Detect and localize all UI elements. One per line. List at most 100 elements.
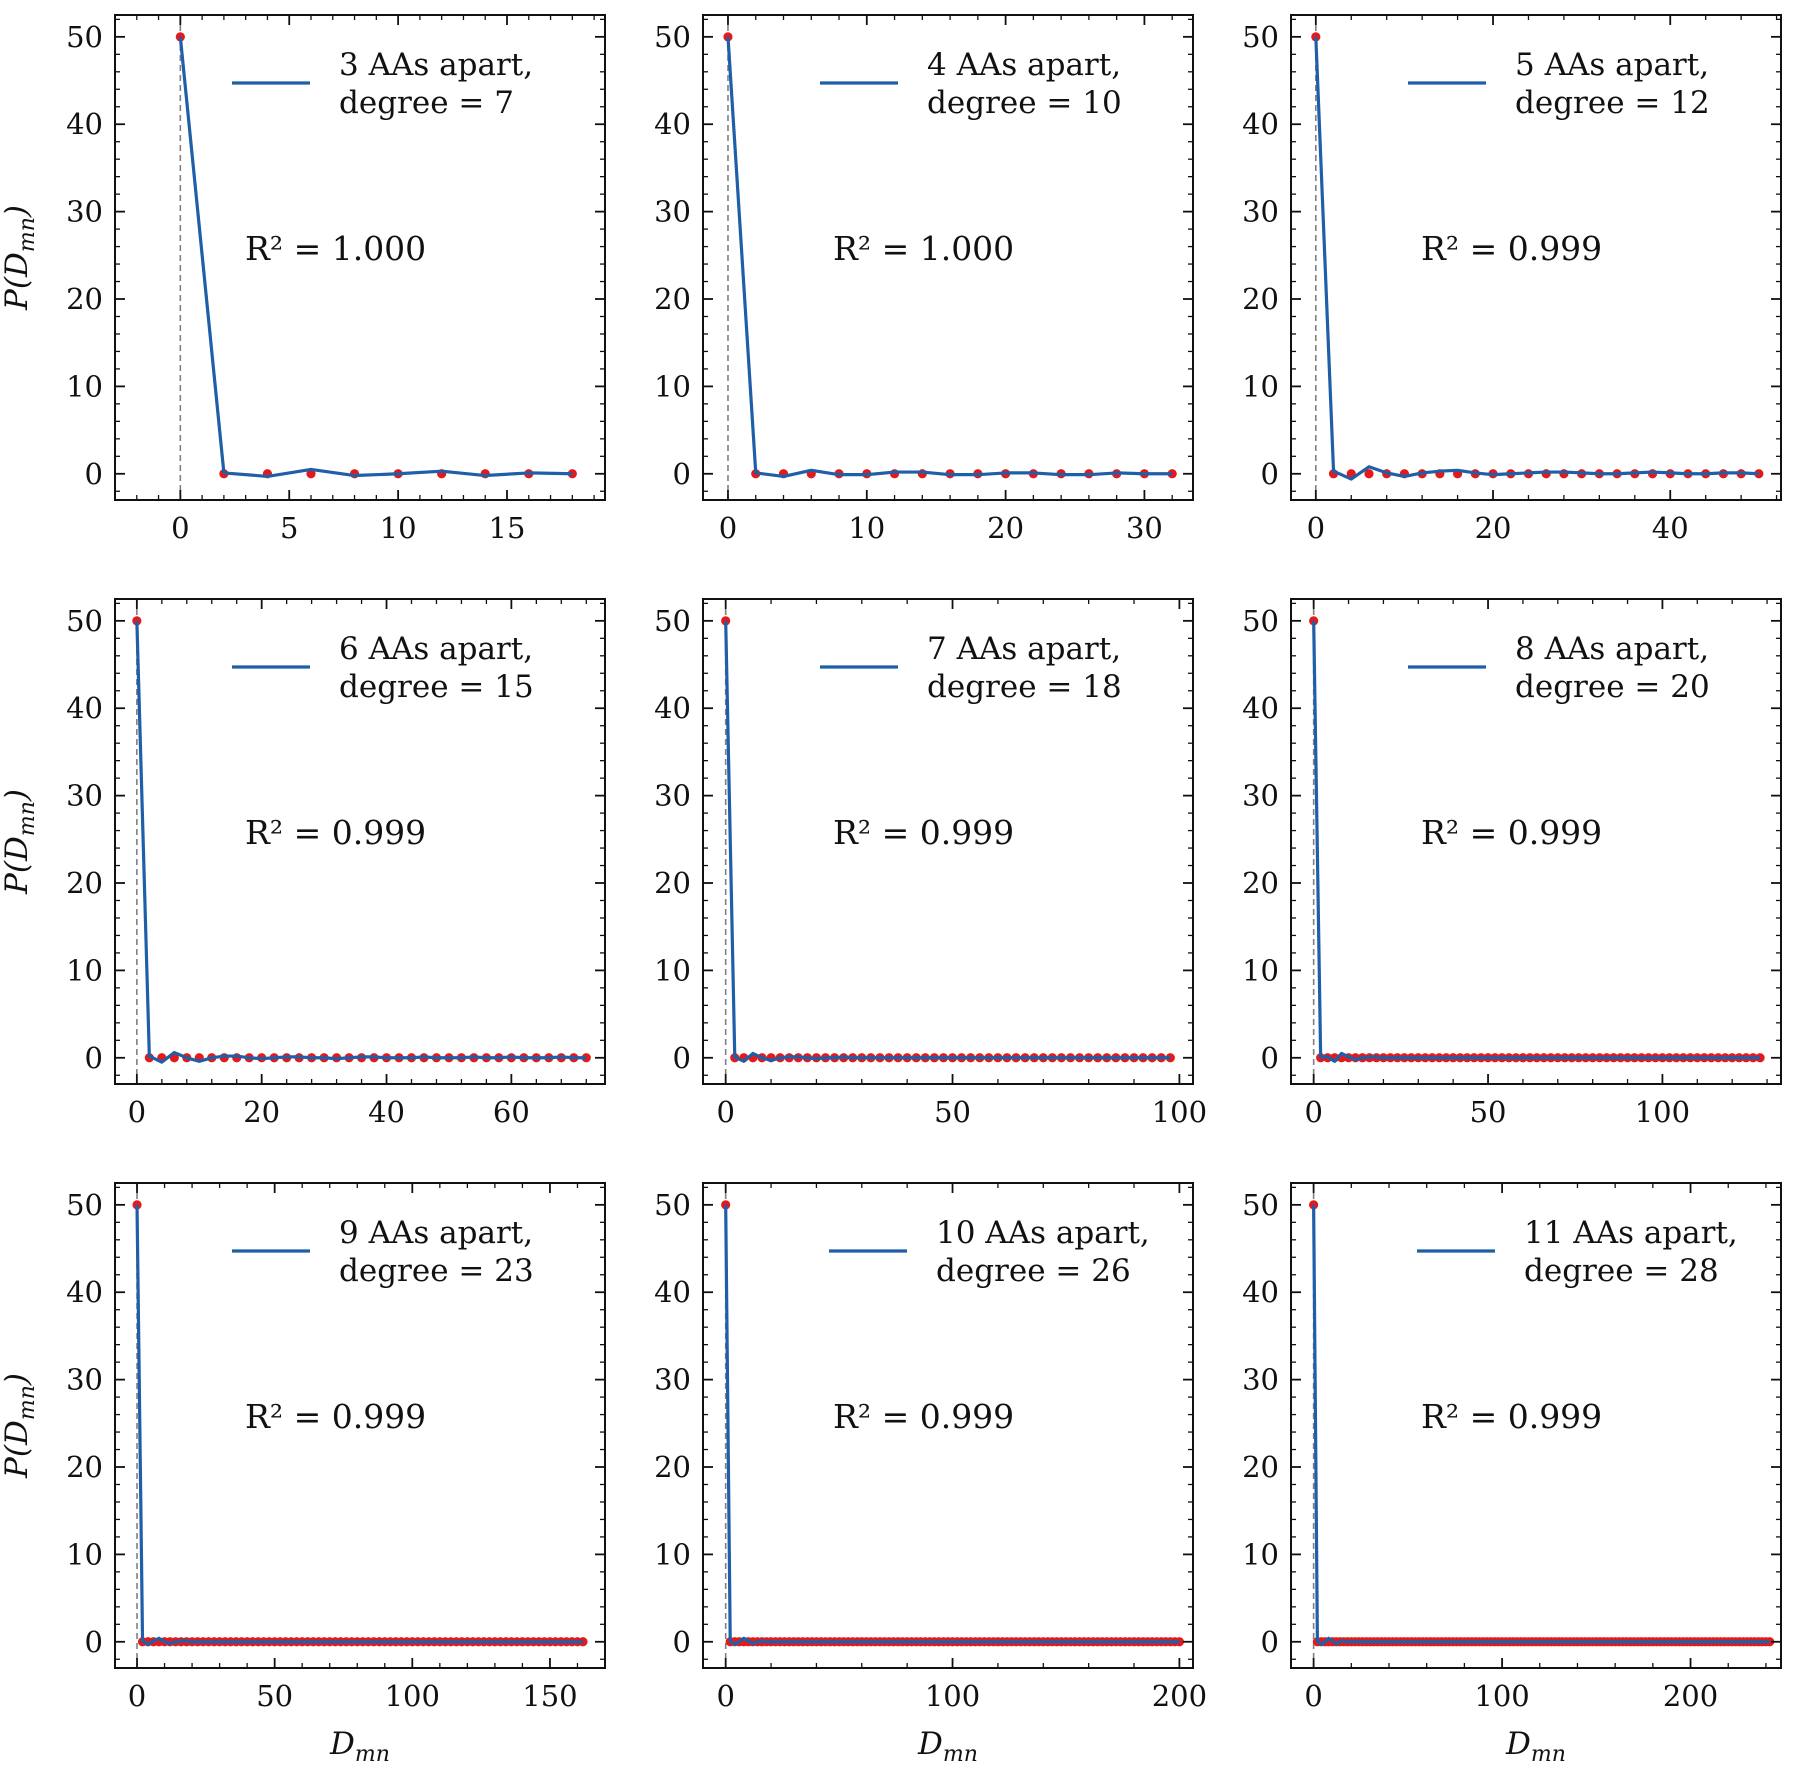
x-axis-label: Dmn: [1505, 1726, 1566, 1767]
legend: 6 AAs apart,degree = 15: [232, 631, 534, 705]
panel-5: 0 10 20 30 40 50 0 50 100 7 AAs apart,degree = 18…: [654, 598, 1207, 1129]
legend-label-line1: 6 AAs apart,: [339, 631, 533, 667]
y-tick-label: 40: [654, 691, 691, 725]
legend-label-line2: degree = 15: [339, 669, 534, 705]
y-tick-label: 10: [1242, 1537, 1279, 1571]
x-tick-label: 100: [1152, 1095, 1207, 1129]
y-tick-label: 30: [654, 1363, 691, 1397]
r-squared-annotation: R² = 1.000: [245, 229, 426, 268]
r-squared-annotation: R² = 0.999: [833, 813, 1014, 852]
data-point: [175, 32, 185, 42]
fit-line: [1312, 1204, 1770, 1647]
fit-line: [135, 620, 587, 1064]
x-tick-label: 10: [848, 511, 885, 545]
legend: 7 AAs apart,degree = 18: [820, 631, 1122, 705]
x-tick-label: 0: [128, 1095, 146, 1129]
legend: 9 AAs apart,degree = 23: [232, 1215, 534, 1289]
y-tick-label: 50: [66, 1188, 103, 1222]
legend: 8 AAs apart,degree = 20: [1408, 631, 1710, 705]
x-tick-label: 0: [171, 511, 189, 545]
axes-frame: [1290, 1182, 1782, 1669]
y-tick-label: 30: [66, 195, 103, 229]
data-point: [1311, 32, 1321, 42]
r-squared-annotation: R² = 0.999: [1421, 813, 1602, 852]
axes-frame: [702, 1182, 1194, 1669]
r-squared-annotation: R² = 0.999: [1421, 229, 1602, 268]
axes-frame: [114, 14, 606, 501]
legend-label-line1: 11 AAs apart,: [1524, 1215, 1738, 1251]
legend-label-line1: 5 AAs apart,: [1515, 47, 1709, 83]
y-tick-label: 0: [673, 457, 691, 491]
y-tick-label: 0: [1261, 457, 1279, 491]
fit-line: [724, 620, 1171, 1063]
y-tick-label: 10: [1242, 369, 1279, 403]
legend-label-line2: degree = 10: [927, 85, 1122, 121]
y-tick-label: 30: [66, 1363, 103, 1397]
x-tick-label: 20: [1475, 511, 1512, 545]
legend: 4 AAs apart,degree = 10: [820, 47, 1122, 121]
legend: 3 AAs apart,degree = 7: [232, 47, 533, 121]
legend-label-line2: degree = 12: [1515, 85, 1710, 121]
legend-label-line2: degree = 26: [936, 1253, 1131, 1289]
panel-3: 0 10 20 30 40 50 0 20 40 5 AAs apart,degree = 12 R…: [1242, 14, 1782, 545]
y-tick-label: 30: [66, 779, 103, 813]
panel-6: 0 10 20 30 40 50 0 50 100 8 AAs apart,degree = 20…: [1242, 598, 1782, 1129]
y-tick-label: 0: [85, 457, 103, 491]
r-squared-annotation: R² = 0.999: [245, 1397, 426, 1436]
data-point: [721, 1200, 731, 1210]
y-tick-label: 40: [1242, 691, 1279, 725]
fit-line: [726, 36, 1173, 479]
y-tick-label: 50: [1242, 1188, 1279, 1222]
x-tick-label: 0: [1304, 1679, 1322, 1713]
data-point: [1309, 1200, 1319, 1210]
y-tick-label: 40: [654, 1275, 691, 1309]
legend-label-line2: degree = 7: [339, 85, 514, 121]
x-tick-label: 100: [1474, 1679, 1529, 1713]
fit-line: [135, 1204, 583, 1647]
x-tick-label: 40: [368, 1095, 405, 1129]
x-tick-label: 20: [987, 511, 1024, 545]
y-tick-label: 20: [654, 866, 691, 900]
y-tick-label: 20: [66, 866, 103, 900]
data-point: [1309, 616, 1319, 626]
panel-8: 0 10 20 30 40 50 0 100 200 10 AAs apart,degree = …: [654, 1182, 1207, 1767]
y-tick-label: 50: [66, 604, 103, 638]
x-tick-label: 0: [716, 1679, 734, 1713]
y-tick-label: 10: [654, 369, 691, 403]
data-point: [567, 469, 577, 479]
y-tick-label: 40: [1242, 107, 1279, 141]
y-tick-label: 20: [1242, 282, 1279, 316]
x-tick-label: 50: [1470, 1095, 1507, 1129]
x-tick-label: 30: [1126, 511, 1163, 545]
y-tick-label: 50: [1242, 20, 1279, 54]
x-tick-label: 0: [128, 1679, 146, 1713]
panel-7: 0 10 20 30 40 50 0 50 100 150 9 AAs apart,degree =…: [0, 1182, 606, 1767]
legend-label-line1: 9 AAs apart,: [339, 1215, 533, 1251]
y-tick-label: 50: [654, 1188, 691, 1222]
y-tick-label: 20: [66, 282, 103, 316]
y-tick-label: 0: [673, 1625, 691, 1659]
legend-label-line1: 3 AAs apart,: [339, 47, 533, 83]
x-tick-label: 50: [934, 1095, 971, 1129]
x-tick-label: 5: [280, 511, 298, 545]
y-tick-label: 10: [66, 953, 103, 987]
x-tick-label: 200: [1663, 1679, 1718, 1713]
y-tick-label: 40: [66, 691, 103, 725]
y-tick-label: 40: [66, 1275, 103, 1309]
legend-label-line1: 10 AAs apart,: [936, 1215, 1150, 1251]
legend-label-line1: 7 AAs apart,: [927, 631, 1121, 667]
data-point: [1165, 1053, 1175, 1063]
x-tick-label: 0: [719, 511, 737, 545]
data-point: [306, 469, 316, 479]
legend: 11 AAs apart,degree = 28: [1417, 1215, 1738, 1289]
axes-frame: [114, 1182, 606, 1669]
axes-frame: [1290, 598, 1782, 1085]
x-tick-label: 150: [522, 1679, 577, 1713]
y-tick-label: 30: [1242, 1363, 1279, 1397]
y-tick-label: 0: [1261, 1041, 1279, 1075]
legend-label-line1: 8 AAs apart,: [1515, 631, 1709, 667]
y-tick-label: 20: [654, 1450, 691, 1484]
y-tick-label: 10: [66, 369, 103, 403]
panel-2: 0 10 20 30 40 50 0 10 20 30 4 AAs apart,degree = 1…: [654, 14, 1194, 545]
y-tick-label: 20: [1242, 1450, 1279, 1484]
